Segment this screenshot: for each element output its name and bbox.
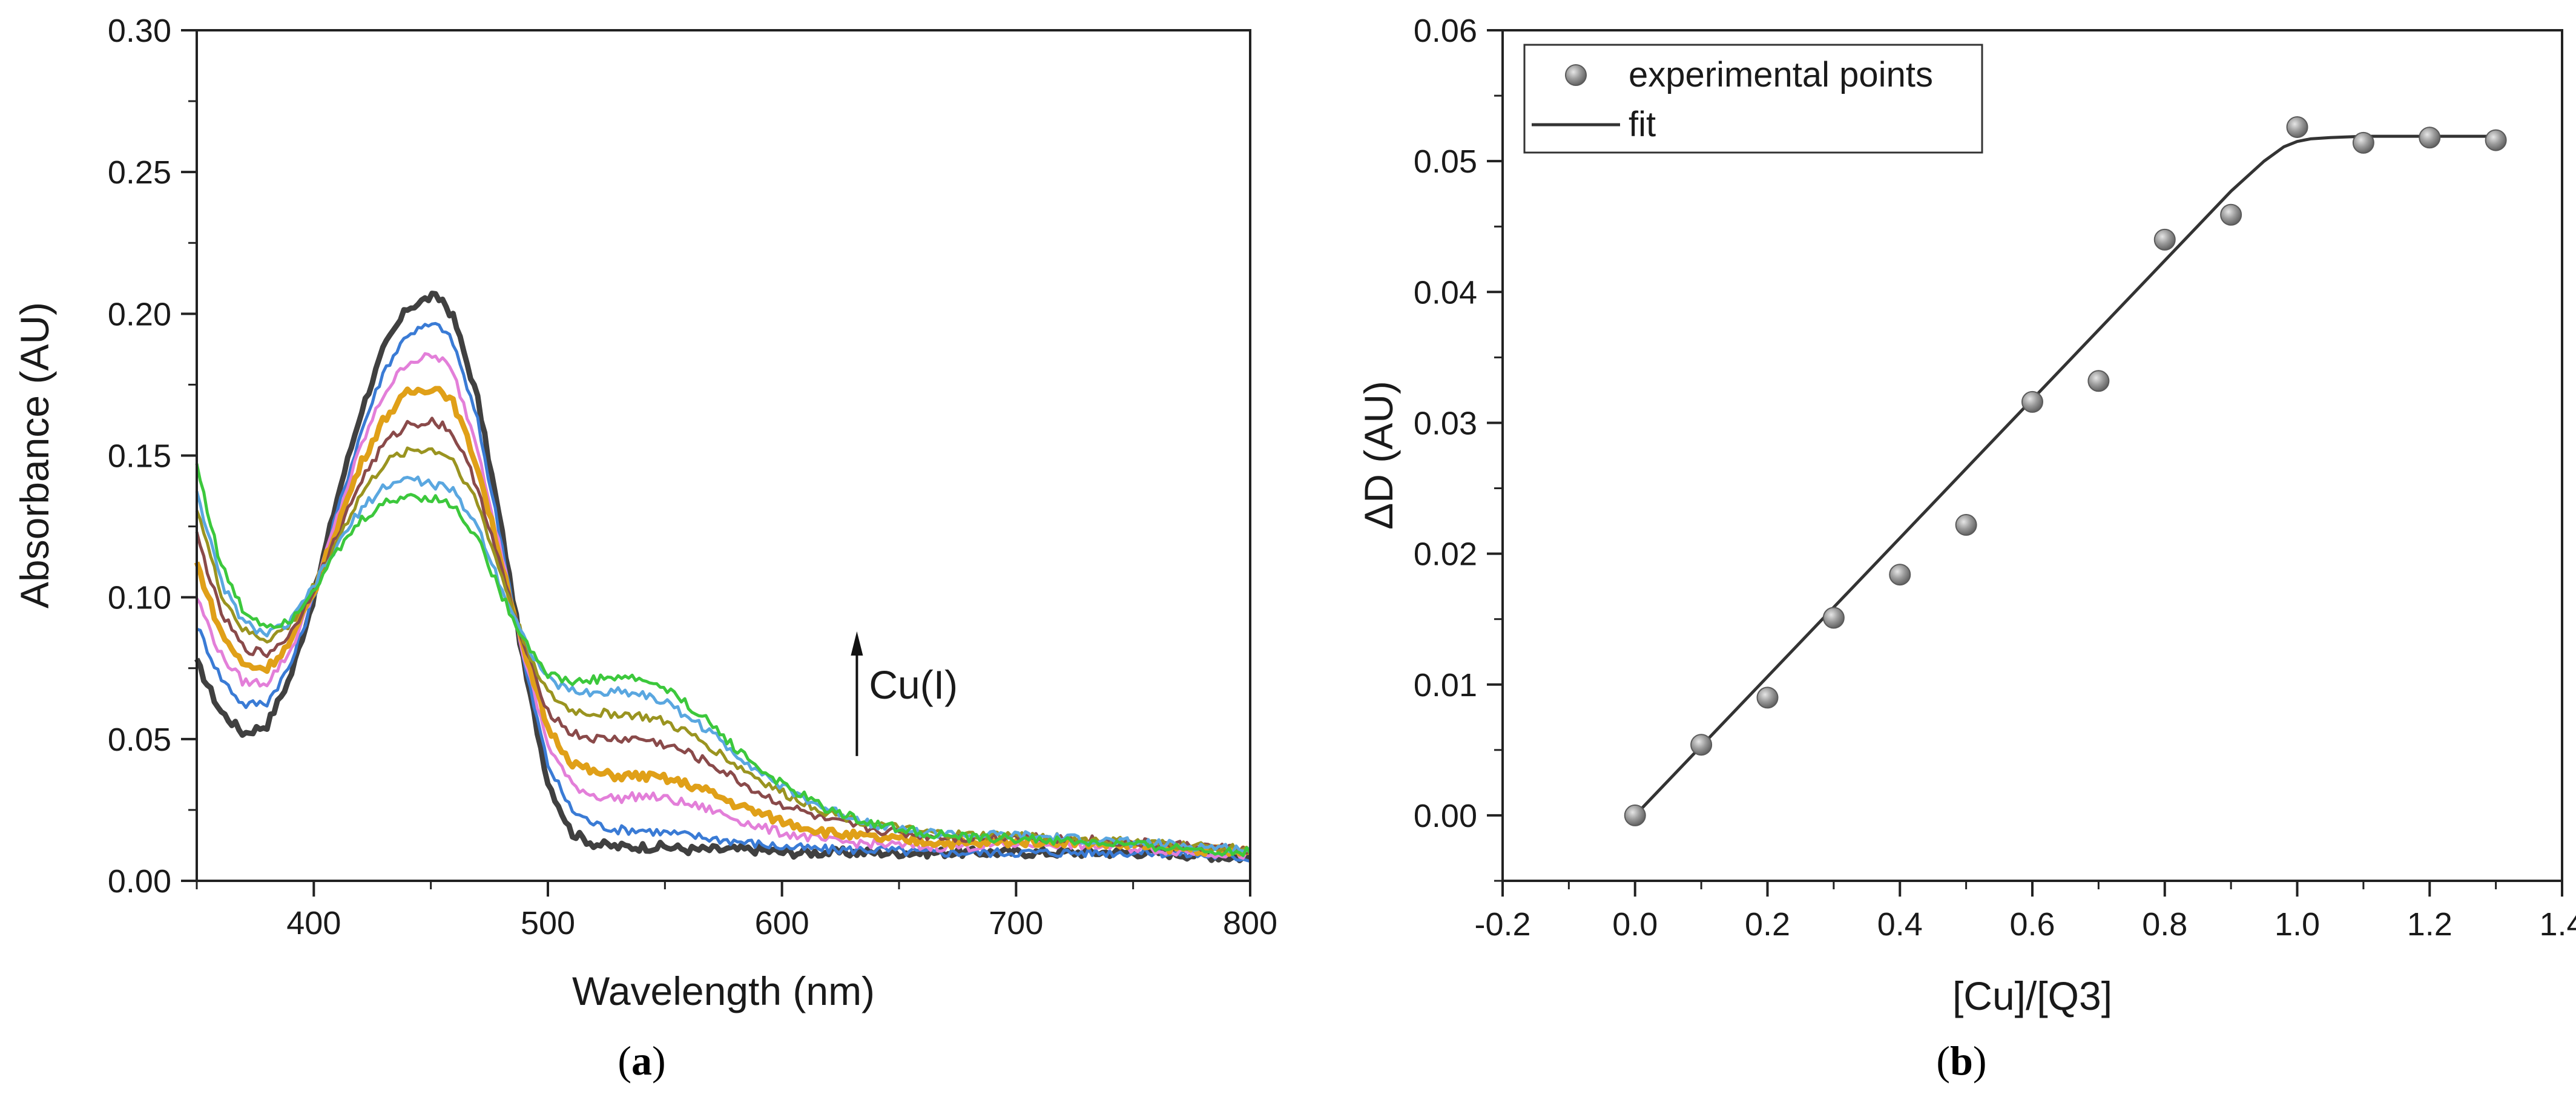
panel-b-label: (b) — [1936, 1038, 1986, 1084]
legend-label-experimental: experimental points — [1629, 55, 1933, 94]
chart-b-x-tick-label: -0.2 — [1474, 906, 1530, 943]
panel-a-label-letter: a — [631, 1038, 652, 1084]
chart-b-data-point — [2153, 228, 2176, 251]
chart-a-x-axis-label: Wavelength (nm) — [572, 969, 875, 1013]
chart-b-x-tick-label: 1.0 — [2275, 906, 2320, 943]
panel-a-label-close: ) — [652, 1038, 666, 1084]
legend-marker-experimental — [1565, 64, 1587, 86]
chart-b-ticks: -0.2 0.0 0.2 0.4 0.6 0.8 1.0 1.2 1.4 0.00 0.01 0.02… — [1414, 13, 2576, 943]
chart-a-x-tick-label: 700 — [989, 905, 1043, 941]
chart-a-x-tick-label: 800 — [1223, 905, 1277, 941]
chart-b-legend: experimental points fit — [1523, 44, 1983, 154]
chart-b-data-point — [2352, 131, 2374, 154]
chart-b-x-tick-label: 1.2 — [2407, 906, 2452, 943]
chart-b-x-tick-label: 0.0 — [1612, 906, 1658, 943]
chart-a-x-tick-label: 500 — [521, 905, 575, 941]
chart-b-plot-area — [1624, 116, 2507, 826]
chart-b-fit-line — [1633, 134, 2496, 817]
chart-b-x-tick-label: 0.2 — [1745, 906, 1790, 943]
chart-b-x-tick-label: 0.8 — [2142, 906, 2187, 943]
chart-b-y-tick-label: 0.06 — [1414, 13, 1477, 49]
chart-a-y-tick-label: 0.15 — [108, 438, 171, 475]
chart-b-y-axis-label: ΔD (AU) — [1356, 381, 1401, 530]
panel-a-label: (a) — [618, 1038, 665, 1084]
chart-b-data-point — [2485, 129, 2507, 151]
chart-b-data-point — [2286, 116, 2308, 138]
chart-b-data-point — [1756, 686, 1779, 709]
chart-b-y-tick-label: 0.02 — [1414, 536, 1477, 573]
chart-b-data-point — [1889, 564, 1911, 586]
chart-b-y-tick-label: 0.00 — [1414, 798, 1477, 834]
chart-b-y-tick-label: 0.01 — [1414, 667, 1477, 703]
panel-b-label-close: ) — [1973, 1038, 1987, 1084]
chart-a-y-tick-label: 0.20 — [108, 296, 171, 332]
chart-a-ticks: 400 500 600 700 800 0.00 0.05 0.10 0.15 0.20 0.25 0… — [108, 13, 1277, 941]
chart-a-arrow-head — [851, 631, 863, 656]
chart-a-y-tick-label: 0.10 — [108, 580, 171, 616]
chart-b-data-point — [1624, 804, 1646, 826]
chart-a-y-axis-label: Absorbance (AU) — [12, 302, 57, 608]
chart-b-y-tick-label: 0.03 — [1414, 405, 1477, 441]
chart-b-x-tick-label: 0.4 — [1877, 906, 1923, 943]
panel-a-label-open: ( — [618, 1038, 631, 1084]
chart-a-y-tick-label: 0.30 — [108, 13, 171, 49]
chart-a-x-tick-label: 400 — [286, 905, 341, 941]
chart-a-series-line — [195, 475, 1251, 854]
chart-b-x-tick-label: 1.4 — [2539, 906, 2576, 943]
chart-b-data-point — [2087, 370, 2110, 392]
legend-label-fit: fit — [1629, 105, 1656, 144]
panel-b-label-open: ( — [1936, 1038, 1950, 1084]
chart-a-y-tick-label: 0.25 — [108, 154, 171, 191]
chart-b-y-tick-label: 0.04 — [1414, 274, 1477, 311]
chart-b-data-point — [2021, 390, 2043, 413]
chart-b-data-point — [2419, 127, 2441, 149]
chart-a-series-line — [195, 463, 1252, 857]
chart-b-data-point — [1690, 734, 1713, 756]
chart-a-series-line — [195, 446, 1252, 855]
chart-a-series-line — [194, 291, 1252, 863]
panel-b-label-letter: b — [1950, 1038, 1973, 1084]
chart-b-data-point — [1822, 607, 1845, 629]
chart-b-data-point — [1955, 514, 1977, 536]
chart-a-annotation-label: Cu(I) — [869, 662, 958, 707]
chart-a-annotation: Cu(I) — [851, 631, 958, 756]
chart-b: -0.2 0.0 0.2 0.4 0.6 0.8 1.0 1.2 1.4 0.00 0.01 0.02… — [1356, 13, 2576, 1084]
chart-a: 400 500 600 700 800 0.00 0.05 0.10 0.15 0.20 0.25 0… — [12, 13, 1277, 1084]
chart-a-plot-area — [194, 291, 1252, 863]
chart-b-y-tick-label: 0.05 — [1414, 143, 1477, 180]
chart-b-x-axis-label: [Cu]/[Q3] — [1952, 973, 2112, 1018]
chart-b-data-point — [2220, 203, 2242, 226]
chart-a-x-tick-label: 600 — [755, 905, 809, 941]
chart-a-y-tick-label: 0.05 — [108, 722, 171, 758]
chart-b-x-tick-label: 0.6 — [2009, 906, 2055, 943]
chart-a-series-line — [196, 321, 1251, 863]
chart-b-legend-box — [1523, 44, 1983, 154]
chart-a-y-tick-label: 0.00 — [108, 863, 171, 900]
